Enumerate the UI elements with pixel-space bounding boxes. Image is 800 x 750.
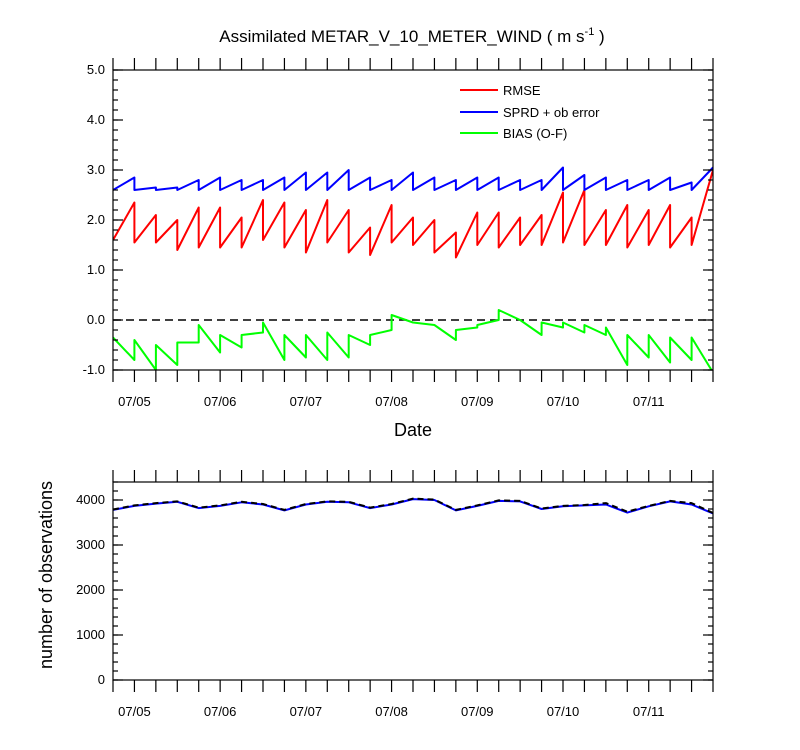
top-x-tick-label: 07/11 xyxy=(633,394,665,409)
series-bot-line-2 xyxy=(113,497,713,514)
x-axis-title: Date xyxy=(394,420,432,440)
bot-y-tick-label: 3000 xyxy=(76,537,105,552)
bot-x-tick-label: 07/09 xyxy=(461,704,494,719)
bot-x-tick-label: 07/08 xyxy=(375,704,408,719)
legend-label-bias: BIAS (O-F) xyxy=(503,126,567,141)
top-y-tick-label: -1.0 xyxy=(83,362,105,377)
bottom-y-tick-labels: 4000 3000 2000 1000 0 xyxy=(76,492,105,687)
bot-x-tick-label: 07/06 xyxy=(204,704,237,719)
top-x-tick-labels: 07/05 07/06 07/07 07/08 07/09 07/10 07/11 xyxy=(118,394,664,409)
y-axis-title-observations: number of observations xyxy=(36,481,56,669)
series-sprd-ob-error xyxy=(113,166,713,191)
bot-y-tick-label: 1000 xyxy=(76,627,105,642)
legend-item-bias: BIAS (O-F) xyxy=(460,126,567,141)
series-rmse xyxy=(113,169,713,259)
top-y-tick-label: 0.0 xyxy=(87,312,105,327)
bot-x-tick-label: 07/10 xyxy=(547,704,580,719)
bot-x-tick-label: 07/07 xyxy=(290,704,323,719)
bottom-tick-marks xyxy=(112,470,714,692)
top-y-tick-label: 2.0 xyxy=(87,212,105,227)
legend-label-rmse: RMSE xyxy=(503,83,541,98)
bottom-x-tick-labels: 07/05 07/06 07/07 07/08 07/09 07/10 07/11 xyxy=(118,704,664,719)
top-x-tick-label: 07/05 xyxy=(118,394,151,409)
top-y-tick-label: 5.0 xyxy=(87,62,105,77)
top-plot-area xyxy=(113,166,713,370)
bot-x-tick-label: 07/05 xyxy=(118,704,151,719)
top-y-tick-labels: 5.0 4.0 3.0 2.0 1.0 0.0 -1.0 xyxy=(83,62,105,377)
top-y-tick-label: 1.0 xyxy=(87,262,105,277)
top-tick-marks xyxy=(112,58,714,382)
title-close: ) xyxy=(594,27,604,46)
bot-y-tick-label: 0 xyxy=(98,672,105,687)
legend-label-sprd: SPRD + ob error xyxy=(503,105,600,120)
bottom-plot-area xyxy=(113,497,713,515)
top-y-tick-label: 4.0 xyxy=(87,112,105,127)
legend-item-rmse: RMSE xyxy=(460,83,541,98)
bot-y-tick-label: 2000 xyxy=(76,582,105,597)
top-x-tick-label: 07/06 xyxy=(204,394,237,409)
title-superscript: -1 xyxy=(585,26,595,38)
top-panel: 5.04.03.02.01.00.0-1.0 07/05 07/06 07/07 07… xyxy=(83,58,714,440)
top-x-tick-label: 07/07 xyxy=(290,394,323,409)
top-x-tick-label: 07/08 xyxy=(375,394,408,409)
bot-x-tick-label: 07/11 xyxy=(633,704,665,719)
top-x-tick-label: 07/09 xyxy=(461,394,494,409)
chart-title: Assimilated METAR_V_10_METER_WIND ( m s-… xyxy=(219,26,604,46)
legend-item-sprd: SPRD + ob error xyxy=(460,105,600,120)
series-bias-o-f xyxy=(113,309,713,370)
legend: RMSE SPRD + ob error BIAS (O-F) xyxy=(460,83,600,141)
top-x-tick-label: 07/10 xyxy=(547,394,580,409)
bot-y-tick-label: 4000 xyxy=(76,492,105,507)
top-y-tick-label: 3.0 xyxy=(87,162,105,177)
